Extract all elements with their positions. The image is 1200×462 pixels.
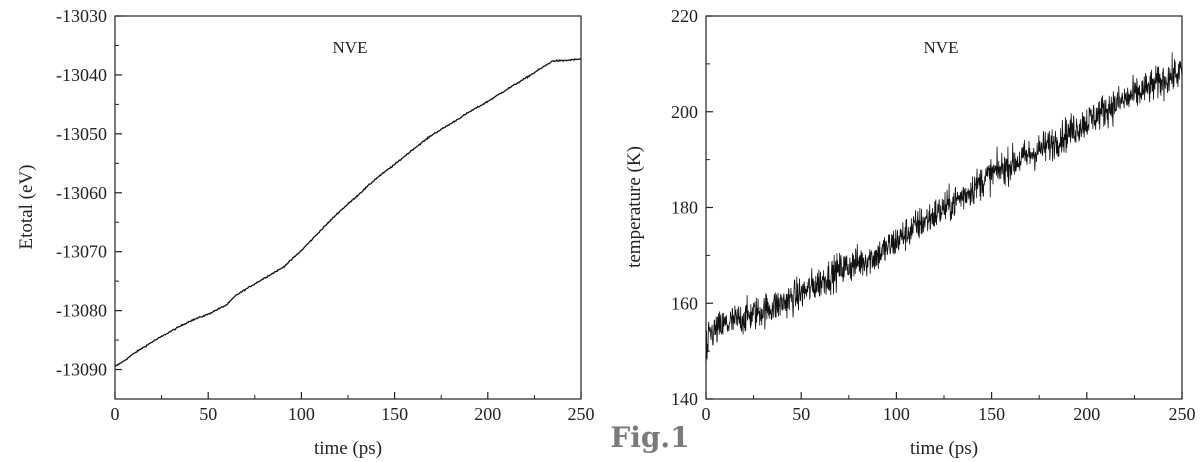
y-tick-label: -13050 xyxy=(56,124,107,144)
y-tick-label: 180 xyxy=(671,198,698,218)
x-tick-label: 250 xyxy=(568,404,595,424)
y-axis-label: temperature (K) xyxy=(624,146,645,268)
x-tick-label: 50 xyxy=(199,404,217,424)
etotal-chart: 0 50 100 150 200 250 -13030 -13040 -13050 -13060 -… xyxy=(16,6,595,459)
x-tick-label: 150 xyxy=(381,404,408,424)
axis-ticks: 0 50 100 150 200 250 140 160 180 200 220 xyxy=(671,6,1196,424)
y-tick-label: 200 xyxy=(671,102,698,122)
figure-label: Fig.1 xyxy=(610,421,689,454)
x-tick-label: 50 xyxy=(792,404,810,424)
x-tick-label: 100 xyxy=(288,404,315,424)
y-tick-label: -13090 xyxy=(56,360,107,380)
axis-ticks: 0 50 100 150 200 250 -13030 -13040 -13050 -13060 -… xyxy=(56,6,595,424)
y-tick-label: -13080 xyxy=(56,301,107,321)
y-tick-label: -13030 xyxy=(56,6,107,26)
y-tick-label: -13070 xyxy=(56,242,107,262)
x-tick-label: 200 xyxy=(1073,404,1100,424)
x-axis-label: time (ps) xyxy=(314,438,382,459)
y-tick-label: 140 xyxy=(671,389,698,409)
series-group xyxy=(705,52,1183,364)
x-tick-label: 150 xyxy=(978,404,1005,424)
y-tick-label: -13060 xyxy=(56,183,107,203)
series-group xyxy=(114,58,582,367)
y-tick-label: 160 xyxy=(671,293,698,313)
etotal-series-line xyxy=(114,58,582,367)
x-tick-label: 200 xyxy=(474,404,501,424)
temperature-chart: 0 50 100 150 200 250 140 160 180 200 220 NVE time … xyxy=(624,6,1196,459)
temperature-series-line xyxy=(705,52,1183,364)
x-tick-label: 0 xyxy=(702,404,711,424)
x-tick-label: 100 xyxy=(883,404,910,424)
annotation-label: NVE xyxy=(333,38,368,57)
x-axis-label: time (ps) xyxy=(910,438,978,459)
y-tick-label: -13040 xyxy=(56,65,107,85)
annotation-label: NVE xyxy=(924,38,959,57)
plot-frame xyxy=(114,15,582,400)
x-tick-label: 0 xyxy=(111,404,120,424)
y-tick-label: 220 xyxy=(671,6,698,26)
y-axis-label: Etotal (eV) xyxy=(16,165,37,250)
x-tick-label: 250 xyxy=(1169,404,1196,424)
